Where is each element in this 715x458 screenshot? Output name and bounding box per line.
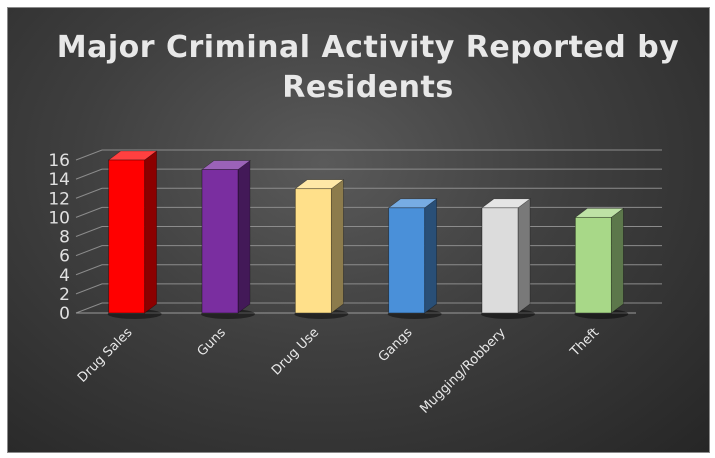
gridline: [75, 283, 662, 295]
x-tick-label: Gangs: [376, 325, 416, 365]
y-tick-label: 16: [48, 151, 70, 171]
y-tick-label: 8: [59, 228, 70, 248]
gridline: [75, 302, 662, 314]
gridline: [75, 245, 662, 257]
y-tick-label: 6: [59, 247, 70, 267]
x-tick-label: Drug Sales: [75, 325, 136, 386]
y-tick-label: 0: [59, 304, 70, 324]
y-tick-label: 12: [48, 189, 70, 209]
gridline: [75, 187, 662, 199]
chart-frame: Major Criminal Activity Reported by Resi…: [7, 7, 710, 453]
gridline: [75, 168, 662, 180]
bar: [574, 207, 629, 319]
y-tick-label: 2: [59, 285, 70, 305]
bar: [107, 150, 162, 319]
gridline: [75, 149, 662, 161]
chart-title: Major Criminal Activity Reported by Resi…: [56, 30, 680, 105]
x-tick-label: Guns: [195, 325, 229, 359]
bar: [201, 159, 255, 319]
x-tick-label: Mugging/Robbery: [417, 325, 509, 417]
x-tick-label: Theft: [567, 325, 602, 360]
x-tick-label: Drug Use: [269, 325, 322, 378]
y-tick-label: 10: [48, 208, 70, 228]
y-tick-label: 14: [48, 170, 70, 190]
gridline: [75, 206, 662, 218]
bar: [481, 198, 535, 319]
gridline: [75, 226, 662, 237]
y-tick-label: 4: [59, 266, 70, 286]
bar: [387, 198, 442, 319]
bar: [294, 179, 349, 319]
gridline: [75, 264, 662, 276]
